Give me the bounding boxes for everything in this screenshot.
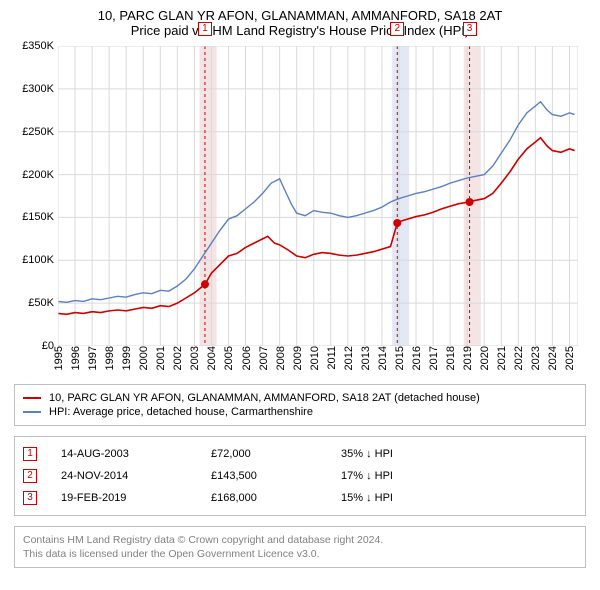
- sale-dot: [466, 198, 474, 206]
- legend-label: HPI: Average price, detached house, Carm…: [49, 406, 313, 418]
- x-tick-label: 2012: [341, 346, 355, 370]
- legend: 10, PARC GLAN YR AFON, GLANAMMAN, AMMANF…: [14, 384, 586, 426]
- event-row-marker: 3: [23, 491, 37, 505]
- event-row: 1 14-AUG-2003£72,00035% ↓ HPI: [23, 443, 577, 465]
- x-tick-label: 1997: [85, 346, 99, 370]
- event-date: 14-AUG-2003: [61, 448, 211, 460]
- x-tick-label: 2004: [204, 346, 218, 370]
- event-row: 2 24-NOV-2014£143,50017% ↓ HPI: [23, 465, 577, 487]
- x-tick-label: 2009: [290, 346, 304, 370]
- footer-line-1: Contains HM Land Registry data © Crown c…: [23, 533, 577, 547]
- y-tick-label: £300K: [22, 83, 58, 95]
- x-tick-label: 2016: [409, 346, 423, 370]
- event-row-marker: 2: [23, 469, 37, 483]
- x-tick-label: 2014: [375, 346, 389, 370]
- event-price: £143,500: [211, 470, 341, 482]
- x-tick-label: 2003: [187, 346, 201, 370]
- x-tick-label: 2006: [239, 346, 253, 370]
- chart-titles: 10, PARC GLAN YR AFON, GLANAMMAN, AMMANF…: [10, 8, 590, 38]
- event-date: 19-FEB-2019: [61, 492, 211, 504]
- x-tick-label: 2023: [528, 346, 542, 370]
- x-tick-label: 1995: [51, 346, 65, 370]
- y-tick-label: £150K: [22, 211, 58, 223]
- x-tick-label: 2001: [153, 346, 167, 370]
- y-tick-label: £200K: [22, 169, 58, 181]
- event-price: £168,000: [211, 492, 341, 504]
- x-tick-label: 2013: [358, 346, 372, 370]
- x-tick-label: 2008: [273, 346, 287, 370]
- x-tick-label: 1998: [102, 346, 116, 370]
- event-date: 24-NOV-2014: [61, 470, 211, 482]
- x-tick-label: 2007: [256, 346, 270, 370]
- x-tick-label: 2000: [136, 346, 150, 370]
- legend-item: 10, PARC GLAN YR AFON, GLANAMMAN, AMMANF…: [23, 391, 577, 405]
- sale-dot: [393, 219, 401, 227]
- x-tick-label: 1999: [119, 346, 133, 370]
- plot-svg: [58, 46, 578, 346]
- y-tick-label: £250K: [22, 126, 58, 138]
- x-tick-label: 2021: [494, 346, 508, 370]
- shaded-band: [464, 46, 481, 346]
- title-line-1: 10, PARC GLAN YR AFON, GLANAMMAN, AMMANF…: [10, 8, 590, 23]
- footer-line-2: This data is licensed under the Open Gov…: [23, 547, 577, 561]
- attribution-footer: Contains HM Land Registry data © Crown c…: [14, 526, 586, 568]
- x-tick-label: 2002: [170, 346, 184, 370]
- x-tick-label: 2020: [477, 346, 491, 370]
- shaded-band: [200, 46, 217, 346]
- event-price: £72,000: [211, 448, 341, 460]
- event-delta: 15% ↓ HPI: [341, 492, 393, 504]
- chart-container: 10, PARC GLAN YR AFON, GLANAMMAN, AMMANF…: [0, 0, 600, 574]
- title-line-2: Price paid vs. HM Land Registry's House …: [10, 23, 590, 38]
- event-marker: 2: [390, 22, 404, 36]
- x-tick-label: 1996: [68, 346, 82, 370]
- x-tick-label: 2005: [221, 346, 235, 370]
- x-tick-label: 2018: [443, 346, 457, 370]
- event-delta: 17% ↓ HPI: [341, 470, 393, 482]
- event-marker: 1: [198, 22, 212, 36]
- event-marker: 3: [463, 22, 477, 36]
- legend-swatch: [23, 397, 41, 399]
- plot-area: £0£50K£100K£150K£200K£250K£300K£350K1995…: [58, 46, 578, 346]
- x-tick-label: 2025: [562, 346, 576, 370]
- sale-dot: [201, 280, 209, 288]
- legend-item: HPI: Average price, detached house, Carm…: [23, 405, 577, 419]
- legend-swatch: [23, 411, 41, 413]
- event-delta: 35% ↓ HPI: [341, 448, 393, 460]
- x-tick-label: 2024: [545, 346, 559, 370]
- x-tick-label: 2010: [307, 346, 321, 370]
- event-row-marker: 1: [23, 447, 37, 461]
- y-tick-label: £50K: [28, 297, 58, 309]
- y-tick-label: £350K: [22, 40, 58, 52]
- event-row: 3 19-FEB-2019£168,00015% ↓ HPI: [23, 487, 577, 509]
- x-tick-label: 2022: [511, 346, 525, 370]
- sale-events-table: 1 14-AUG-2003£72,00035% ↓ HPI 2 24-NOV-2014…: [14, 436, 586, 516]
- y-tick-label: £100K: [22, 254, 58, 266]
- legend-label: 10, PARC GLAN YR AFON, GLANAMMAN, AMMANF…: [49, 392, 480, 404]
- x-tick-label: 2017: [426, 346, 440, 370]
- x-tick-label: 2011: [324, 346, 338, 370]
- x-tick-label: 2015: [392, 346, 406, 370]
- x-tick-label: 2019: [460, 346, 474, 370]
